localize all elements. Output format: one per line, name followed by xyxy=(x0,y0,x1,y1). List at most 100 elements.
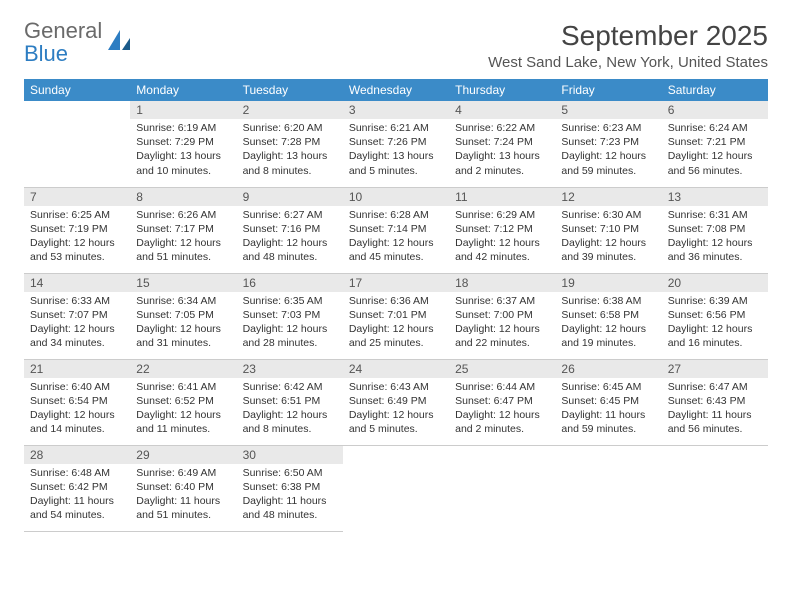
calendar-cell: 27Sunrise: 6:47 AMSunset: 6:43 PMDayligh… xyxy=(662,359,768,445)
day-number: 12 xyxy=(555,188,661,206)
day-number: 10 xyxy=(343,188,449,206)
sunrise-line: Sunrise: 6:37 AM xyxy=(455,294,549,308)
daylight-line: Daylight: 12 hours and 53 minutes. xyxy=(30,236,124,264)
day-number: 27 xyxy=(662,360,768,378)
sunrise-line: Sunrise: 6:21 AM xyxy=(349,121,443,135)
calendar-cell xyxy=(343,445,449,531)
day-number: 24 xyxy=(343,360,449,378)
calendar-cell: 4Sunrise: 6:22 AMSunset: 7:24 PMDaylight… xyxy=(449,101,555,187)
day-body: Sunrise: 6:30 AMSunset: 7:10 PMDaylight:… xyxy=(555,206,661,269)
logo-text-general: General xyxy=(24,18,102,43)
calendar-cell xyxy=(449,445,555,531)
daylight-line: Daylight: 12 hours and 36 minutes. xyxy=(668,236,762,264)
sunset-line: Sunset: 7:12 PM xyxy=(455,222,549,236)
sunset-line: Sunset: 7:00 PM xyxy=(455,308,549,322)
calendar-cell: 14Sunrise: 6:33 AMSunset: 7:07 PMDayligh… xyxy=(24,273,130,359)
daylight-line: Daylight: 12 hours and 48 minutes. xyxy=(243,236,337,264)
daylight-line: Daylight: 12 hours and 31 minutes. xyxy=(136,322,230,350)
daylight-line: Daylight: 12 hours and 39 minutes. xyxy=(561,236,655,264)
calendar-cell: 2Sunrise: 6:20 AMSunset: 7:28 PMDaylight… xyxy=(237,101,343,187)
daylight-line: Daylight: 12 hours and 8 minutes. xyxy=(243,408,337,436)
daylight-line: Daylight: 12 hours and 25 minutes. xyxy=(349,322,443,350)
weekday-header: Thursday xyxy=(449,79,555,101)
day-number: 20 xyxy=(662,274,768,292)
calendar-cell: 3Sunrise: 6:21 AMSunset: 7:26 PMDaylight… xyxy=(343,101,449,187)
logo-text-blue: Blue xyxy=(24,41,68,66)
sunrise-line: Sunrise: 6:30 AM xyxy=(561,208,655,222)
sunset-line: Sunset: 7:07 PM xyxy=(30,308,124,322)
day-number: 1 xyxy=(130,101,236,119)
sunrise-line: Sunrise: 6:25 AM xyxy=(30,208,124,222)
calendar-table: SundayMondayTuesdayWednesdayThursdayFrid… xyxy=(24,79,768,532)
daylight-line: Daylight: 12 hours and 22 minutes. xyxy=(455,322,549,350)
calendar-cell: 5Sunrise: 6:23 AMSunset: 7:23 PMDaylight… xyxy=(555,101,661,187)
sunrise-line: Sunrise: 6:42 AM xyxy=(243,380,337,394)
calendar-cell: 28Sunrise: 6:48 AMSunset: 6:42 PMDayligh… xyxy=(24,445,130,531)
calendar-cell: 23Sunrise: 6:42 AMSunset: 6:51 PMDayligh… xyxy=(237,359,343,445)
daylight-line: Daylight: 11 hours and 56 minutes. xyxy=(668,408,762,436)
daylight-line: Daylight: 12 hours and 51 minutes. xyxy=(136,236,230,264)
location: West Sand Lake, New York, United States xyxy=(488,54,768,71)
sunrise-line: Sunrise: 6:26 AM xyxy=(136,208,230,222)
calendar-cell: 9Sunrise: 6:27 AMSunset: 7:16 PMDaylight… xyxy=(237,187,343,273)
calendar-cell: 20Sunrise: 6:39 AMSunset: 6:56 PMDayligh… xyxy=(662,273,768,359)
sunset-line: Sunset: 7:01 PM xyxy=(349,308,443,322)
calendar-cell: 30Sunrise: 6:50 AMSunset: 6:38 PMDayligh… xyxy=(237,445,343,531)
sunrise-line: Sunrise: 6:45 AM xyxy=(561,380,655,394)
calendar-cell: 22Sunrise: 6:41 AMSunset: 6:52 PMDayligh… xyxy=(130,359,236,445)
sunrise-line: Sunrise: 6:36 AM xyxy=(349,294,443,308)
weekday-header: Monday xyxy=(130,79,236,101)
sunset-line: Sunset: 6:40 PM xyxy=(136,480,230,494)
day-body: Sunrise: 6:19 AMSunset: 7:29 PMDaylight:… xyxy=(130,119,236,182)
weekday-header-row: SundayMondayTuesdayWednesdayThursdayFrid… xyxy=(24,79,768,101)
calendar-cell: 10Sunrise: 6:28 AMSunset: 7:14 PMDayligh… xyxy=(343,187,449,273)
sunset-line: Sunset: 6:52 PM xyxy=(136,394,230,408)
month-title: September 2025 xyxy=(488,20,768,52)
sunset-line: Sunset: 7:16 PM xyxy=(243,222,337,236)
day-body: Sunrise: 6:33 AMSunset: 7:07 PMDaylight:… xyxy=(24,292,130,355)
day-number: 4 xyxy=(449,101,555,119)
header: General Blue September 2025 West Sand La… xyxy=(24,20,768,71)
calendar-row: 1Sunrise: 6:19 AMSunset: 7:29 PMDaylight… xyxy=(24,101,768,187)
sunrise-line: Sunrise: 6:48 AM xyxy=(30,466,124,480)
day-number: 13 xyxy=(662,188,768,206)
sunrise-line: Sunrise: 6:20 AM xyxy=(243,121,337,135)
day-number: 19 xyxy=(555,274,661,292)
sunset-line: Sunset: 6:49 PM xyxy=(349,394,443,408)
calendar-cell: 15Sunrise: 6:34 AMSunset: 7:05 PMDayligh… xyxy=(130,273,236,359)
sunset-line: Sunset: 6:58 PM xyxy=(561,308,655,322)
day-number: 5 xyxy=(555,101,661,119)
sunset-line: Sunset: 7:14 PM xyxy=(349,222,443,236)
sunrise-line: Sunrise: 6:41 AM xyxy=(136,380,230,394)
day-body: Sunrise: 6:24 AMSunset: 7:21 PMDaylight:… xyxy=(662,119,768,182)
day-number: 30 xyxy=(237,446,343,464)
daylight-line: Daylight: 12 hours and 5 minutes. xyxy=(349,408,443,436)
sunset-line: Sunset: 7:21 PM xyxy=(668,135,762,149)
day-body: Sunrise: 6:21 AMSunset: 7:26 PMDaylight:… xyxy=(343,119,449,182)
calendar-body: 1Sunrise: 6:19 AMSunset: 7:29 PMDaylight… xyxy=(24,101,768,531)
sunset-line: Sunset: 7:28 PM xyxy=(243,135,337,149)
daylight-line: Daylight: 13 hours and 10 minutes. xyxy=(136,149,230,177)
day-number: 18 xyxy=(449,274,555,292)
day-body: Sunrise: 6:31 AMSunset: 7:08 PMDaylight:… xyxy=(662,206,768,269)
day-number: 14 xyxy=(24,274,130,292)
day-number: 7 xyxy=(24,188,130,206)
sunset-line: Sunset: 6:45 PM xyxy=(561,394,655,408)
daylight-line: Daylight: 11 hours and 51 minutes. xyxy=(136,494,230,522)
sunrise-line: Sunrise: 6:24 AM xyxy=(668,121,762,135)
calendar-cell: 19Sunrise: 6:38 AMSunset: 6:58 PMDayligh… xyxy=(555,273,661,359)
day-body: Sunrise: 6:25 AMSunset: 7:19 PMDaylight:… xyxy=(24,206,130,269)
daylight-line: Daylight: 12 hours and 2 minutes. xyxy=(455,408,549,436)
day-number: 8 xyxy=(130,188,236,206)
day-number: 11 xyxy=(449,188,555,206)
daylight-line: Daylight: 12 hours and 59 minutes. xyxy=(561,149,655,177)
sunset-line: Sunset: 6:47 PM xyxy=(455,394,549,408)
day-body: Sunrise: 6:47 AMSunset: 6:43 PMDaylight:… xyxy=(662,378,768,441)
sunrise-line: Sunrise: 6:39 AM xyxy=(668,294,762,308)
day-body: Sunrise: 6:42 AMSunset: 6:51 PMDaylight:… xyxy=(237,378,343,441)
day-body: Sunrise: 6:20 AMSunset: 7:28 PMDaylight:… xyxy=(237,119,343,182)
sunset-line: Sunset: 7:19 PM xyxy=(30,222,124,236)
weekday-header: Friday xyxy=(555,79,661,101)
calendar-cell: 1Sunrise: 6:19 AMSunset: 7:29 PMDaylight… xyxy=(130,101,236,187)
calendar-row: 14Sunrise: 6:33 AMSunset: 7:07 PMDayligh… xyxy=(24,273,768,359)
